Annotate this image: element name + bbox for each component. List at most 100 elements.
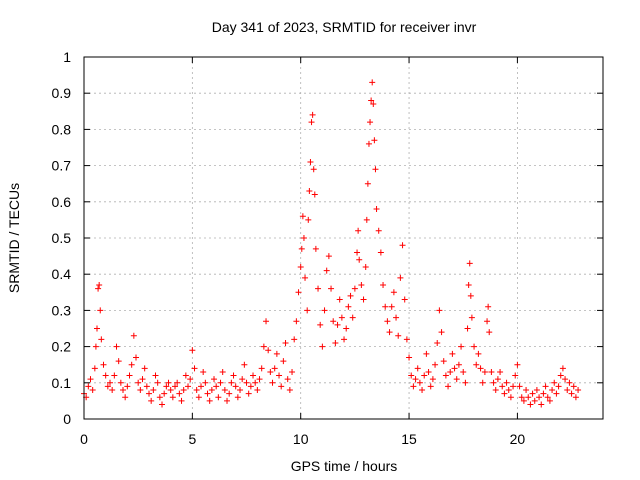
data-point xyxy=(295,289,302,296)
data-point xyxy=(465,282,472,289)
data-point xyxy=(460,368,467,375)
data-point xyxy=(488,368,495,375)
data-point xyxy=(143,383,150,390)
x-tick-label: 0 xyxy=(80,431,88,447)
data-point xyxy=(280,358,287,365)
data-point xyxy=(425,368,432,375)
data-point xyxy=(182,372,189,379)
data-point xyxy=(336,296,343,303)
data-point xyxy=(497,368,504,375)
data-point xyxy=(247,383,254,390)
data-point xyxy=(370,101,377,108)
data-point xyxy=(451,365,458,372)
data-point xyxy=(481,368,488,375)
data-point xyxy=(165,379,172,386)
data-point xyxy=(373,206,380,213)
data-point xyxy=(300,235,307,241)
data-point xyxy=(399,242,406,249)
data-point xyxy=(176,390,183,397)
data-point xyxy=(462,379,469,386)
data-point xyxy=(347,292,354,299)
data-point xyxy=(180,387,187,394)
data-point xyxy=(421,372,428,379)
data-point xyxy=(458,343,465,350)
data-point xyxy=(102,372,109,379)
data-point xyxy=(224,397,231,404)
data-point xyxy=(109,387,116,394)
data-point xyxy=(211,376,218,383)
data-point xyxy=(96,282,103,289)
data-point xyxy=(299,213,306,220)
data-point xyxy=(438,329,445,336)
data-point xyxy=(202,379,209,386)
y-tick-label: 0.6 xyxy=(52,194,72,210)
x-tick-label: 20 xyxy=(510,431,526,447)
data-point xyxy=(213,383,220,390)
data-point xyxy=(551,379,558,386)
data-point xyxy=(319,343,326,350)
data-point xyxy=(575,387,582,394)
data-point xyxy=(523,387,530,394)
data-point xyxy=(455,361,462,368)
data-point xyxy=(367,119,374,126)
data-point xyxy=(542,383,549,390)
data-point xyxy=(371,137,378,144)
data-point xyxy=(341,336,348,343)
data-point xyxy=(206,397,213,404)
data-point xyxy=(419,387,426,394)
data-point xyxy=(256,376,263,383)
data-point xyxy=(117,379,124,386)
data-point xyxy=(291,336,298,343)
data-point xyxy=(382,303,389,310)
data-point xyxy=(219,368,226,375)
data-point xyxy=(505,387,512,394)
data-point xyxy=(562,376,569,383)
data-point xyxy=(501,390,508,397)
data-point xyxy=(486,329,493,336)
data-point xyxy=(293,318,300,325)
data-point xyxy=(163,383,170,390)
data-point xyxy=(323,267,330,274)
data-point xyxy=(449,350,456,357)
data-point xyxy=(167,387,174,394)
data-point xyxy=(174,379,181,386)
data-point xyxy=(538,401,545,408)
y-tick-label: 0.8 xyxy=(52,121,72,137)
data-point xyxy=(302,274,309,281)
data-point xyxy=(141,365,148,372)
data-point xyxy=(410,383,417,390)
data-point xyxy=(401,296,408,303)
data-point xyxy=(408,372,415,379)
data-point xyxy=(494,376,501,383)
data-point xyxy=(265,347,272,354)
x-axis-label: GPS time / hours xyxy=(291,458,398,474)
data-point xyxy=(354,249,361,256)
data-point xyxy=(364,180,371,187)
data-point xyxy=(568,390,575,397)
y-tick-label: 0.1 xyxy=(52,375,72,391)
data-point xyxy=(555,383,562,390)
data-point xyxy=(365,140,372,147)
data-point xyxy=(358,282,365,289)
data-point xyxy=(237,387,244,394)
data-point xyxy=(442,372,449,379)
data-point xyxy=(384,318,391,325)
data-point xyxy=(97,307,104,314)
data-point xyxy=(152,372,159,379)
data-point xyxy=(332,339,339,346)
data-point xyxy=(362,263,369,270)
data-point xyxy=(355,227,362,234)
data-point xyxy=(328,285,335,292)
data-point xyxy=(230,372,237,379)
data-point xyxy=(397,274,404,281)
data-point xyxy=(363,216,370,223)
data-point xyxy=(312,245,319,252)
data-point xyxy=(94,325,101,332)
x-tick-label: 10 xyxy=(293,431,309,447)
data-point xyxy=(198,383,205,390)
data-point xyxy=(185,383,192,390)
data-point xyxy=(447,368,454,375)
data-point xyxy=(297,263,304,270)
data-point xyxy=(85,383,92,390)
